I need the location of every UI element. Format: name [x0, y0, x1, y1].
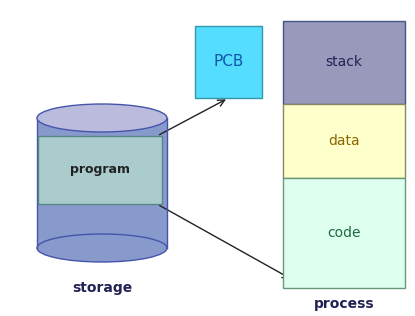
Polygon shape: [38, 136, 162, 204]
Polygon shape: [283, 178, 405, 288]
Ellipse shape: [37, 104, 167, 132]
Polygon shape: [283, 104, 405, 178]
Polygon shape: [195, 26, 262, 98]
Ellipse shape: [37, 234, 167, 262]
Text: storage: storage: [72, 281, 132, 295]
Text: code: code: [327, 226, 361, 240]
Text: PCB: PCB: [213, 54, 244, 70]
Text: program: program: [70, 163, 130, 177]
Text: stack: stack: [325, 56, 362, 70]
Polygon shape: [283, 21, 405, 104]
Text: process: process: [314, 297, 374, 311]
Polygon shape: [37, 118, 167, 248]
Text: data: data: [328, 134, 360, 148]
